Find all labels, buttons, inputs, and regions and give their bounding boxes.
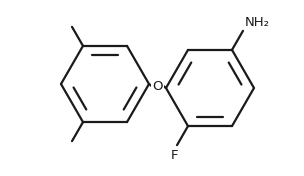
Text: NH₂: NH₂ bbox=[245, 16, 270, 29]
Text: F: F bbox=[171, 149, 179, 162]
Text: O: O bbox=[152, 80, 163, 93]
